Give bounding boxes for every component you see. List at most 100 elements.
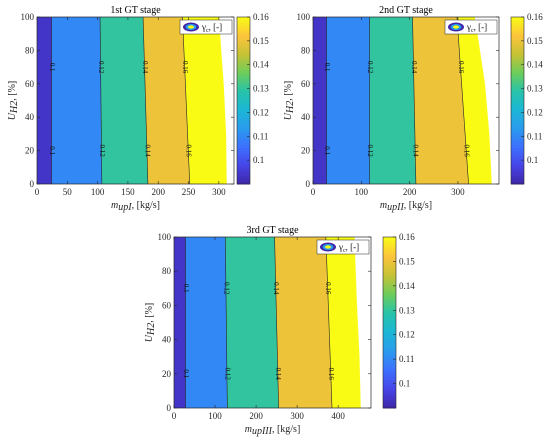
colorbar-segment <box>511 25 524 29</box>
colorbar-segment <box>237 164 250 168</box>
colorbar-segment <box>383 393 396 398</box>
colorbar-segment <box>383 268 396 272</box>
colorbar-segment <box>237 150 250 154</box>
axes-box <box>312 16 500 185</box>
colorbar-segment <box>511 153 524 157</box>
x-tick-label: 250 <box>182 187 196 197</box>
colorbar-tick-label: 0.14 <box>399 281 415 291</box>
colorbar-segment <box>511 175 524 179</box>
colorbar-segment <box>237 178 250 182</box>
contour-label: 0.14 <box>141 61 149 74</box>
colorbar-tick-label: 0.13 <box>527 84 543 94</box>
colorbar-segment <box>511 108 524 113</box>
colorbar-segment <box>383 259 396 264</box>
colorbar-segment <box>237 64 250 68</box>
y-tick-label: 60 <box>25 79 35 89</box>
colorbar-segment <box>237 170 250 174</box>
colorbar-segment <box>237 122 250 127</box>
colorbar-segment <box>237 55 250 60</box>
colorbar-segment <box>383 339 396 343</box>
colorbar-segment <box>511 69 524 74</box>
colorbar-segment <box>511 136 524 140</box>
colorbar-segment <box>237 36 250 40</box>
y-tick-label: 80 <box>301 45 311 55</box>
contour-label: 0.1 <box>182 284 190 293</box>
colorbar-segment <box>383 388 396 392</box>
colorbar-tick-label: 0.15 <box>399 256 415 266</box>
colorbar-segment <box>237 108 250 113</box>
x-tick-label: 300 <box>290 411 304 421</box>
colorbar-tick-label: 0.12 <box>527 107 543 117</box>
colorbar-segment <box>511 170 524 174</box>
colorbar-segment <box>237 153 250 157</box>
contour-band <box>325 237 361 408</box>
y-tick-label: 0 <box>167 403 172 413</box>
colorbar-segment <box>383 328 396 332</box>
colorbar-tick-label: 0.12 <box>399 330 415 340</box>
colorbar-segment <box>511 50 524 54</box>
legend-swatch-core <box>188 25 194 29</box>
legend: γc, [-] <box>179 19 233 35</box>
y-axis-label: UH2, [%] <box>7 81 20 120</box>
colorbar-segment <box>237 78 250 82</box>
colorbar-segment <box>237 42 250 46</box>
contour-label: 0.14 <box>412 144 420 157</box>
colorbar-segment <box>237 139 250 143</box>
colorbar-segment <box>237 111 250 115</box>
colorbar-segment <box>237 92 250 96</box>
colorbar-segment <box>511 139 524 143</box>
contour-label: 0.1 <box>48 63 56 72</box>
y-tick-label: 100 <box>297 12 311 22</box>
colorbar-segment <box>383 294 396 298</box>
colorbar-segment <box>511 83 524 88</box>
colorbar-segment <box>237 147 250 152</box>
colorbar-segment <box>383 322 396 326</box>
y-tick-label: 0 <box>306 179 311 189</box>
colorbar-segment <box>511 30 524 35</box>
contour-line <box>225 236 228 409</box>
x-axis-label: mupI, [kg/s] <box>111 200 160 213</box>
x-tick-label: 300 <box>451 187 465 197</box>
contour-band <box>51 17 102 184</box>
colorbar-segment <box>511 114 524 118</box>
colorbar-segment <box>237 72 250 76</box>
colorbar-segment <box>237 86 250 90</box>
colorbar-segment <box>511 28 524 32</box>
chart-panel-3: 0.10.10.120.120.140.140.160.160 100 200 300… <box>144 225 415 437</box>
colorbar-segment <box>511 55 524 60</box>
colorbar-segment <box>511 142 524 146</box>
contour-label: 0.1 <box>323 63 331 72</box>
y-tick-label: 20 <box>162 369 172 379</box>
contour-label: 0.12 <box>366 61 374 74</box>
x-tick-label: 0 <box>35 187 40 197</box>
y-tick-label: 40 <box>25 112 35 122</box>
colorbar-segment <box>511 36 524 40</box>
colorbar-segment <box>383 302 396 306</box>
colorbar-tick-label: 0.16 <box>399 232 415 242</box>
y-tick-label: 100 <box>21 12 35 22</box>
colorbar-tick-label: 0.14 <box>253 60 269 70</box>
colorbar-segment <box>383 282 396 286</box>
colorbar-segment <box>383 325 396 329</box>
colorbar-segment <box>383 311 396 315</box>
colorbar-segment <box>511 17 524 21</box>
colorbar-tick-label: 0.16 <box>527 12 543 22</box>
colorbar-segment <box>383 333 396 338</box>
colorbar-segment <box>383 385 396 389</box>
colorbar-segment <box>383 362 396 366</box>
colorbar-segment <box>383 402 396 406</box>
contour-label: 0.1 <box>182 369 190 378</box>
contour-label: 0.1 <box>48 146 56 155</box>
colorbar-segment <box>383 336 396 341</box>
contour-line <box>182 16 191 185</box>
colorbar-segment <box>237 30 250 35</box>
colorbar-segment <box>237 47 250 51</box>
contour-label: 0.14 <box>410 61 418 74</box>
colorbar-segment <box>383 251 396 255</box>
colorbar-segment <box>511 47 524 51</box>
colorbar-segment <box>383 242 396 247</box>
colorbar-tick-label: 0.13 <box>399 305 415 315</box>
colorbar-segment <box>237 39 250 43</box>
contour-line <box>274 236 279 409</box>
colorbar-segment <box>511 78 524 82</box>
